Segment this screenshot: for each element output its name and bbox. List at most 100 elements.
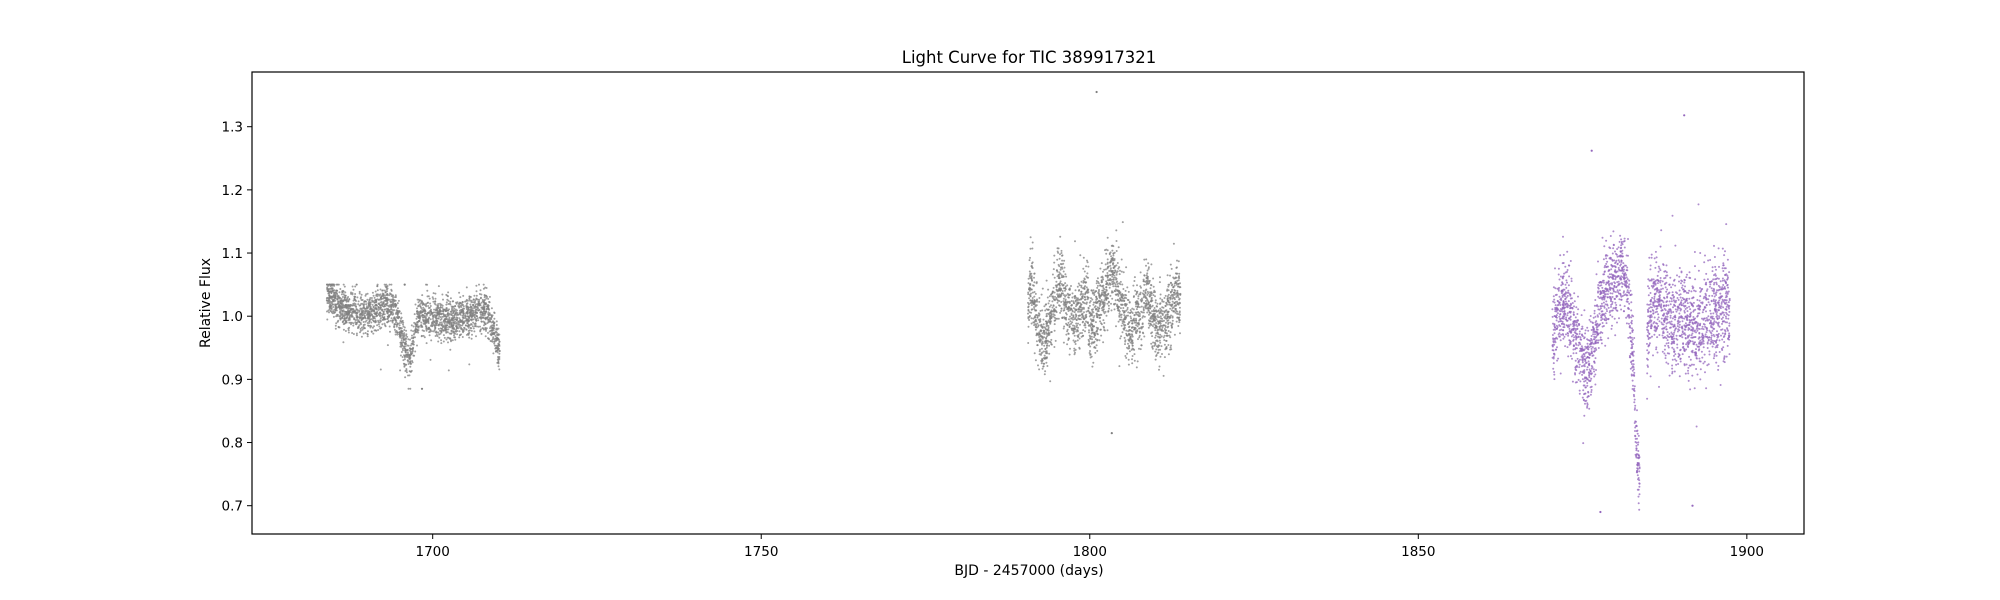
data-point (1150, 332, 1153, 335)
data-point (422, 320, 425, 323)
data-point (480, 332, 483, 335)
data-point (1040, 293, 1043, 296)
data-point (1046, 344, 1048, 347)
data-point (1042, 329, 1045, 332)
data-point (1139, 285, 1142, 288)
data-point (475, 335, 477, 338)
data-point (1091, 310, 1094, 313)
data-point (487, 337, 489, 340)
data-point (1059, 268, 1062, 271)
data-point (1129, 309, 1132, 312)
data-point (468, 317, 471, 320)
data-point (1132, 296, 1135, 298)
data-point (355, 300, 357, 302)
data-point (464, 314, 467, 317)
data-point (1165, 339, 1168, 342)
data-point (1581, 378, 1584, 381)
data-point (403, 364, 406, 367)
data-point (442, 340, 445, 343)
data-point (399, 354, 402, 357)
data-point (1139, 293, 1142, 296)
data-point (1144, 296, 1147, 299)
data-point (1159, 325, 1162, 328)
data-point (412, 333, 415, 336)
data-point (1155, 332, 1158, 335)
data-point (347, 329, 350, 332)
data-point (1146, 282, 1148, 285)
data-point (493, 327, 496, 330)
data-point (333, 312, 336, 314)
data-point (1095, 282, 1098, 285)
data-point (390, 283, 393, 286)
data-point (431, 330, 433, 333)
data-point (1095, 330, 1098, 333)
data-point (375, 303, 378, 306)
data-point (1619, 304, 1622, 307)
data-point (421, 329, 424, 332)
data-point (490, 340, 493, 343)
data-point (1033, 295, 1036, 298)
data-point (1075, 330, 1078, 333)
data-point (1173, 277, 1176, 280)
data-point (413, 321, 416, 324)
data-point (460, 327, 463, 330)
data-point (1042, 365, 1045, 368)
data-point (1106, 262, 1109, 265)
data-point (1139, 271, 1142, 274)
data-point (1051, 292, 1054, 295)
data-point (1109, 269, 1112, 272)
data-point (1070, 313, 1073, 316)
data-point (342, 319, 345, 322)
data-point (1029, 247, 1032, 250)
data-point (1055, 317, 1058, 320)
data-point (1140, 344, 1143, 347)
data-point (1073, 332, 1075, 334)
data-point (439, 327, 442, 330)
data-point (1057, 251, 1060, 254)
data-point (335, 289, 338, 292)
data-point (1105, 297, 1108, 300)
data-point (1131, 355, 1134, 357)
data-point (463, 320, 466, 323)
data-point (1569, 339, 1571, 342)
data-point (1046, 321, 1049, 324)
data-point (1581, 325, 1584, 328)
data-point (1103, 291, 1106, 294)
data-point (421, 294, 424, 297)
data-point (1638, 508, 1641, 511)
data-point (1602, 291, 1605, 294)
data-point (468, 319, 470, 322)
data-point (1127, 342, 1129, 345)
data-point (1051, 295, 1054, 298)
data-point (1062, 309, 1065, 312)
data-point (1167, 310, 1170, 313)
data-point (1133, 314, 1136, 317)
data-point (1616, 281, 1619, 284)
data-point (347, 296, 350, 298)
data-point (1058, 265, 1061, 268)
data-point (1071, 321, 1074, 324)
data-point (1169, 331, 1172, 334)
data-point (1034, 292, 1037, 295)
data-point (1605, 300, 1608, 303)
data-point (347, 313, 350, 316)
data-point (474, 309, 477, 312)
data-point (389, 300, 392, 303)
data-point (1062, 284, 1065, 287)
data-point (1068, 288, 1071, 291)
data-point (1146, 303, 1149, 306)
data-point (468, 295, 471, 298)
data-point (376, 289, 379, 292)
data-point (358, 292, 361, 295)
data-point (1063, 316, 1066, 319)
data-point (1615, 304, 1618, 306)
data-point (1163, 316, 1166, 319)
data-point (1170, 267, 1173, 270)
data-point (1564, 265, 1567, 268)
data-point (470, 301, 473, 304)
data-point (1137, 322, 1140, 325)
data-point (398, 324, 401, 327)
data-point (378, 294, 381, 297)
data-point (1631, 388, 1634, 390)
data-point (376, 310, 379, 313)
